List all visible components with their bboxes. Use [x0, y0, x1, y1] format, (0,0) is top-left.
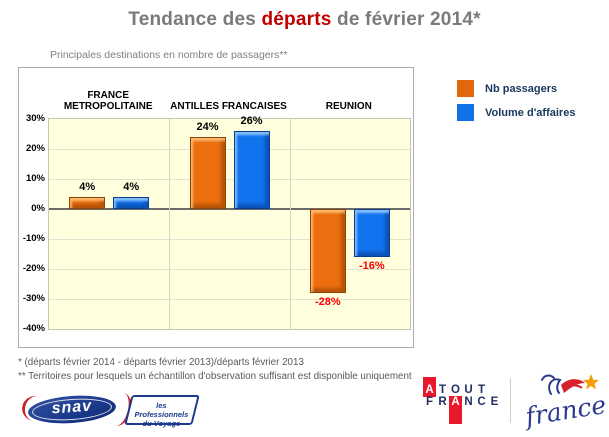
bar-volume-affaires-2 [233, 131, 270, 209]
atout-letter: O [451, 384, 460, 396]
y-axis-tick-label: -20% [22, 263, 45, 274]
legend-label: Nb passagers [485, 82, 558, 95]
legend-item-nb-passagers: Nb passagers [457, 80, 575, 97]
bar-value-label: -28% [314, 296, 341, 308]
y-axis-tick-label: 20% [25, 143, 45, 154]
legend-swatch-orange [457, 80, 474, 97]
section-divider [289, 119, 291, 329]
footnotes: * (départs février 2014 - départs févrie… [18, 356, 412, 383]
category-header: FRANCE METROPOLITAINE [63, 90, 153, 112]
gridline [49, 149, 410, 150]
y-axis-tick-label: 30% [25, 113, 45, 124]
gridline [49, 239, 410, 240]
bar-value-label: -16% [358, 260, 385, 272]
page-title: Tendance des départs de février 2014* [0, 9, 609, 31]
bar-nb-passagers-3 [309, 209, 346, 293]
y-axis-tick-label: -40% [22, 323, 45, 334]
bar-nb-passagers-2 [189, 137, 226, 209]
gridline [49, 299, 410, 300]
y-axis-tick-label: 0% [31, 203, 45, 214]
y-axis-tick-label: 10% [25, 173, 45, 184]
category-headers: FRANCE METROPOLITAINE ANTILLES FRANCAISES… [48, 78, 409, 114]
atout-letter: U [464, 384, 473, 396]
france-wordmark: france [521, 390, 605, 432]
atout-letter: C [477, 396, 486, 408]
zero-axis-line [49, 208, 410, 210]
category-header: REUNION [325, 101, 372, 112]
category-header: ANTILLES FRANCAISES [170, 101, 287, 112]
gridline [49, 269, 410, 270]
y-axis-tick-label: -30% [22, 293, 45, 304]
bar-value-label: 26% [240, 115, 263, 127]
legend-swatch-blue [457, 104, 474, 121]
snav-tagline-line2: du Voyage [142, 419, 181, 428]
title-prefix: Tendance des [128, 9, 262, 30]
atout-letter: T [477, 384, 486, 396]
atout-letter: A [451, 396, 460, 408]
bar-chart: FRANCE METROPOLITAINE ANTILLES FRANCAISES… [18, 67, 414, 348]
chart-subtitle: Principales destinations en nombre de pa… [50, 49, 288, 61]
chart-legend: Nb passagers Volume d'affaires [457, 80, 575, 128]
atout-letter: F [425, 396, 434, 408]
atout-red-stripe [449, 396, 462, 424]
footnote-2: ** Territoires pour lesquels un échantil… [18, 370, 412, 382]
legend-label: Volume d'affaires [485, 106, 576, 119]
logo-divider [510, 378, 511, 423]
legend-item-volume-affaires: Volume d'affaires [457, 104, 575, 121]
atout-letter: T [438, 384, 447, 396]
bar-nb-passagers-1 [69, 197, 106, 209]
snav-logo: snav les Professionnels du Voyage [19, 389, 200, 432]
bar-value-label: 4% [79, 181, 96, 193]
y-axis-tick-label: -10% [22, 233, 45, 244]
bar-value-label: 4% [123, 181, 140, 193]
france-logo: france [521, 372, 608, 432]
atout-letter: E [490, 396, 499, 408]
bar-value-label: 24% [196, 121, 219, 133]
bar-volume-affaires-3 [353, 209, 390, 257]
atout-letter: A [425, 384, 434, 396]
snav-tagline-line1: les Professionnels [134, 401, 189, 419]
france-marianne-icon: france [521, 374, 608, 432]
plot-area: 4% 24% -28% 4% 26% -16% [48, 115, 411, 330]
atout-red-stripe [423, 377, 436, 397]
bar-volume-affaires-1 [113, 197, 150, 209]
atout-letter: R [438, 396, 447, 408]
section-divider [169, 119, 171, 329]
title-highlight: départs [261, 9, 332, 30]
atout-letter: N [464, 396, 473, 408]
title-suffix: de février 2014* [331, 9, 481, 30]
snav-tagline-box: les Professionnels du Voyage [124, 395, 200, 428]
footnote-1: * (départs février 2014 - départs févrie… [18, 357, 304, 368]
gridline [49, 179, 410, 180]
